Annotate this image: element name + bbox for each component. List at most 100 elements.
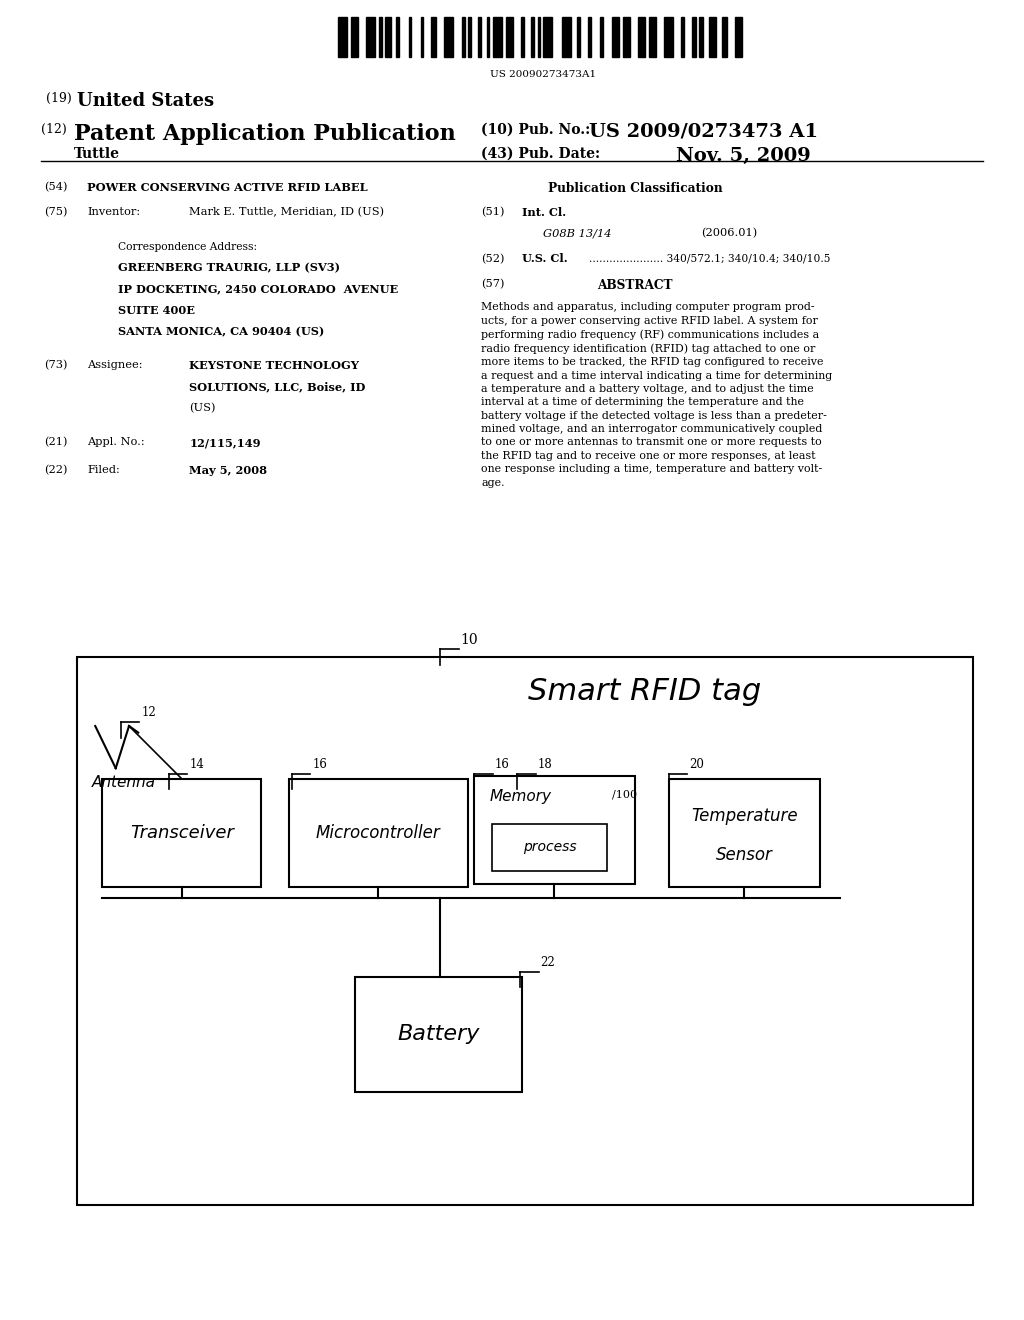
Text: Assignee:: Assignee: — [87, 360, 142, 371]
Bar — [669, 779, 820, 887]
Bar — [486, 17, 489, 57]
Text: Correspondence Address:: Correspondence Address: — [118, 242, 257, 252]
Bar — [531, 17, 534, 57]
Bar — [102, 779, 261, 887]
Bar — [396, 17, 399, 57]
Bar — [699, 17, 702, 57]
Text: process: process — [522, 841, 577, 854]
Bar — [638, 17, 645, 57]
Bar — [612, 17, 620, 57]
Text: United States: United States — [77, 92, 214, 111]
Text: (54): (54) — [44, 182, 68, 193]
Text: /100: /100 — [612, 789, 638, 800]
Bar — [443, 17, 453, 57]
Text: (2006.01): (2006.01) — [701, 228, 758, 239]
Bar — [463, 17, 465, 57]
Text: 12: 12 — [141, 706, 156, 719]
Text: Filed:: Filed: — [87, 465, 120, 475]
Text: 10: 10 — [461, 632, 478, 647]
Text: Sensor: Sensor — [716, 846, 773, 865]
Text: Battery: Battery — [397, 1024, 480, 1044]
Bar — [355, 977, 522, 1092]
Bar — [338, 17, 347, 57]
Text: G08B 13/14: G08B 13/14 — [543, 228, 611, 239]
Text: (US): (US) — [189, 403, 216, 413]
Text: Int. Cl.: Int. Cl. — [522, 207, 566, 218]
Text: May 5, 2008: May 5, 2008 — [189, 465, 267, 475]
Text: Appl. No.:: Appl. No.: — [87, 437, 144, 447]
Text: (12): (12) — [41, 123, 67, 136]
Text: Transceiver: Transceiver — [130, 824, 233, 842]
Bar — [431, 17, 436, 57]
Text: IP DOCKETING, 2450 COLORADO  AVENUE: IP DOCKETING, 2450 COLORADO AVENUE — [118, 284, 398, 294]
Bar — [474, 776, 635, 884]
Bar — [421, 17, 423, 57]
Bar — [351, 17, 358, 57]
Text: ABSTRACT: ABSTRACT — [597, 279, 673, 292]
Text: US 20090273473A1: US 20090273473A1 — [489, 70, 596, 79]
Text: POWER CONSERVING ACTIVE RFID LABEL: POWER CONSERVING ACTIVE RFID LABEL — [87, 182, 368, 193]
Text: (57): (57) — [481, 279, 505, 289]
Text: Methods and apparatus, including computer program prod-
ucts, for a power conser: Methods and apparatus, including compute… — [481, 302, 833, 487]
Bar — [379, 17, 382, 57]
Text: (73): (73) — [44, 360, 68, 371]
Text: Mark E. Tuttle, Meridian, ID (US): Mark E. Tuttle, Meridian, ID (US) — [189, 207, 385, 218]
Bar — [366, 17, 375, 57]
Text: SANTA MONICA, CA 90404 (US): SANTA MONICA, CA 90404 (US) — [118, 326, 325, 337]
Bar — [77, 657, 973, 1205]
Text: Antenna: Antenna — [92, 775, 156, 789]
Text: US 2009/0273473 A1: US 2009/0273473 A1 — [589, 123, 818, 141]
Bar — [289, 779, 468, 887]
Text: Temperature: Temperature — [691, 807, 798, 825]
Bar — [492, 824, 607, 871]
Bar — [623, 17, 631, 57]
Text: Tuttle: Tuttle — [74, 147, 120, 161]
Bar — [385, 17, 391, 57]
Bar — [478, 17, 481, 57]
Text: KEYSTONE TECHNOLOGY: KEYSTONE TECHNOLOGY — [189, 360, 359, 371]
Bar — [468, 17, 471, 57]
Text: Memory: Memory — [489, 789, 552, 804]
Bar — [521, 17, 523, 57]
Text: (75): (75) — [44, 207, 68, 218]
Text: Inventor:: Inventor: — [87, 207, 140, 218]
Bar — [506, 17, 513, 57]
Text: 16: 16 — [495, 758, 510, 771]
Bar — [709, 17, 716, 57]
Text: 14: 14 — [189, 758, 205, 771]
Text: (51): (51) — [481, 207, 505, 218]
Bar — [649, 17, 656, 57]
Bar — [538, 17, 541, 57]
Text: (21): (21) — [44, 437, 68, 447]
Text: (43) Pub. Date:: (43) Pub. Date: — [481, 147, 600, 161]
Text: SUITE 400E: SUITE 400E — [118, 305, 195, 315]
Text: 16: 16 — [312, 758, 328, 771]
Text: U.S. Cl.: U.S. Cl. — [522, 253, 568, 264]
Text: (10) Pub. No.:: (10) Pub. No.: — [481, 123, 591, 137]
Bar — [692, 17, 695, 57]
Text: GREENBERG TRAURIG, LLP (SV3): GREENBERG TRAURIG, LLP (SV3) — [118, 263, 340, 273]
Text: Microcontroller: Microcontroller — [316, 824, 440, 842]
Text: SOLUTIONS, LLC, Boise, ID: SOLUTIONS, LLC, Boise, ID — [189, 381, 366, 392]
Text: (19): (19) — [46, 92, 72, 106]
Text: Publication Classification: Publication Classification — [548, 182, 722, 195]
Text: ...................... 340/572.1; 340/10.4; 340/10.5: ...................... 340/572.1; 340/10… — [589, 253, 830, 264]
Bar — [681, 17, 684, 57]
Bar — [664, 17, 673, 57]
Text: Smart RFID tag: Smart RFID tag — [528, 677, 762, 706]
Bar — [734, 17, 742, 57]
Bar — [600, 17, 603, 57]
Bar — [722, 17, 727, 57]
Bar — [562, 17, 571, 57]
Bar — [493, 17, 503, 57]
Text: 18: 18 — [538, 758, 552, 771]
Bar — [577, 17, 581, 57]
Bar — [543, 17, 553, 57]
Text: 12/115,149: 12/115,149 — [189, 437, 261, 447]
Bar — [409, 17, 412, 57]
Text: (22): (22) — [44, 465, 68, 475]
Text: 22: 22 — [541, 956, 555, 969]
Text: Nov. 5, 2009: Nov. 5, 2009 — [676, 147, 811, 165]
Bar — [588, 17, 591, 57]
Text: (52): (52) — [481, 253, 505, 264]
